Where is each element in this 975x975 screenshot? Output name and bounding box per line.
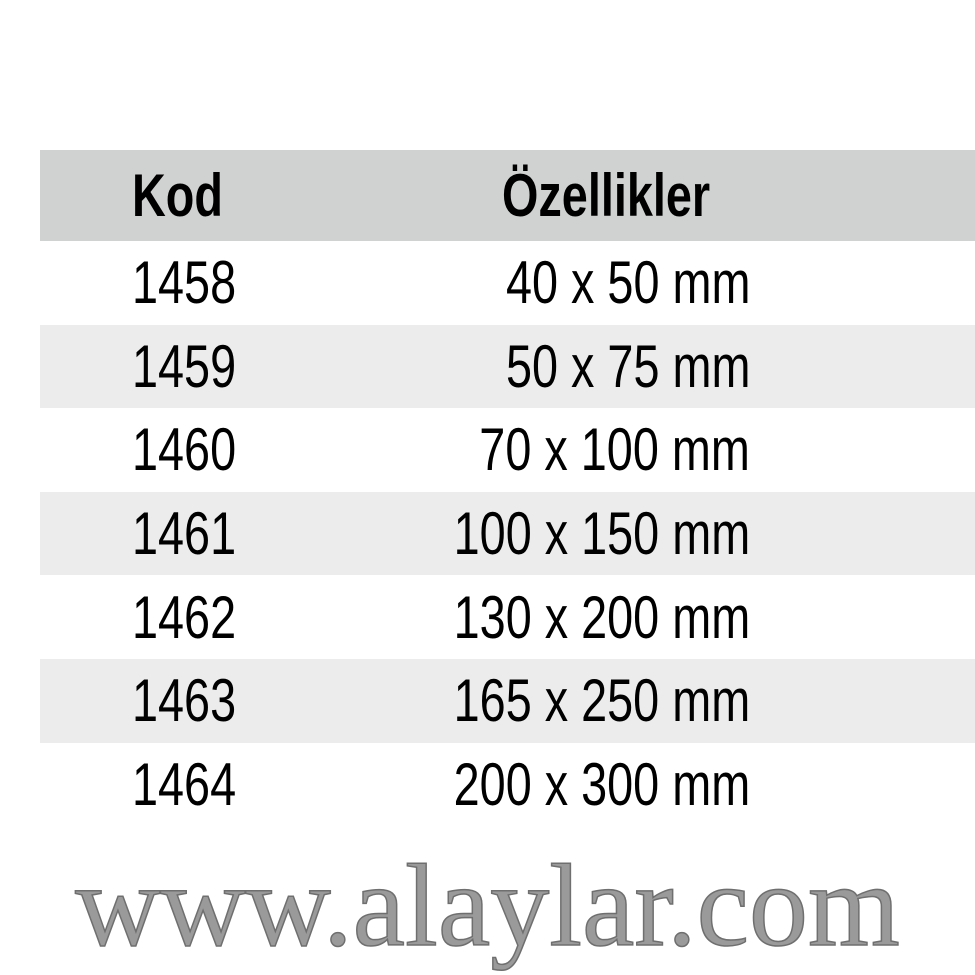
code-value: 1458 (132, 249, 237, 317)
code-value: 1463 (132, 667, 237, 735)
code-value: 1461 (132, 500, 237, 568)
header-code-label: Kod (132, 162, 223, 229)
spec-cell: 70 x 100 mm (403, 408, 750, 492)
code-cell: 1464 (132, 743, 265, 827)
code-value: 1464 (132, 750, 237, 818)
watermark: www.alaylar.com (74, 839, 900, 971)
code-cell: 1462 (132, 575, 265, 659)
watermark-area: www.alaylar.com (0, 836, 975, 975)
spec-value: 165 x 250 mm (453, 667, 750, 735)
code-value: 1459 (132, 332, 237, 400)
spec-value: 50 x 75 mm (505, 332, 750, 400)
spec-value: 100 x 150 mm (453, 500, 750, 568)
code-value: 1460 (132, 416, 237, 484)
table-header: Kod Özellikler (40, 150, 975, 241)
code-value: 1462 (132, 583, 237, 651)
table-row: 1464 200 x 300 mm (40, 743, 975, 827)
spec-value: 70 x 100 mm (479, 416, 750, 484)
spec-cell: 200 x 300 mm (370, 743, 750, 827)
header-code: Kod (132, 150, 249, 241)
code-cell: 1461 (132, 492, 265, 576)
spec-cell: 165 x 250 mm (370, 659, 750, 743)
table-row: 1459 50 x 75 mm (40, 324, 975, 409)
spec-value: 130 x 200 mm (453, 583, 750, 651)
table-row: 1462 130 x 200 mm (40, 575, 975, 659)
spec-value: 40 x 50 mm (505, 249, 750, 317)
spec-cell: 40 x 50 mm (437, 241, 750, 325)
code-cell: 1460 (132, 408, 265, 492)
code-cell: 1458 (132, 241, 265, 325)
spec-cell: 100 x 150 mm (370, 492, 750, 576)
header-spec: Özellikler (502, 150, 769, 241)
spec-cell: 130 x 200 mm (370, 575, 750, 659)
table-row: 1458 40 x 50 mm (40, 241, 975, 325)
spec-cell: 50 x 75 mm (437, 325, 750, 409)
code-cell: 1459 (132, 325, 265, 409)
table-row: 1463 165 x 250 mm (40, 658, 975, 743)
spec-value: 200 x 300 mm (453, 750, 750, 818)
header-spec-label: Özellikler (502, 162, 711, 229)
code-cell: 1463 (132, 659, 265, 743)
table-row: 1460 70 x 100 mm (40, 408, 975, 492)
table-row: 1461 100 x 150 mm (40, 491, 975, 576)
product-size-table: Kod Özellikler 1458 40 x 50 mm 1459 50 x… (40, 150, 975, 826)
